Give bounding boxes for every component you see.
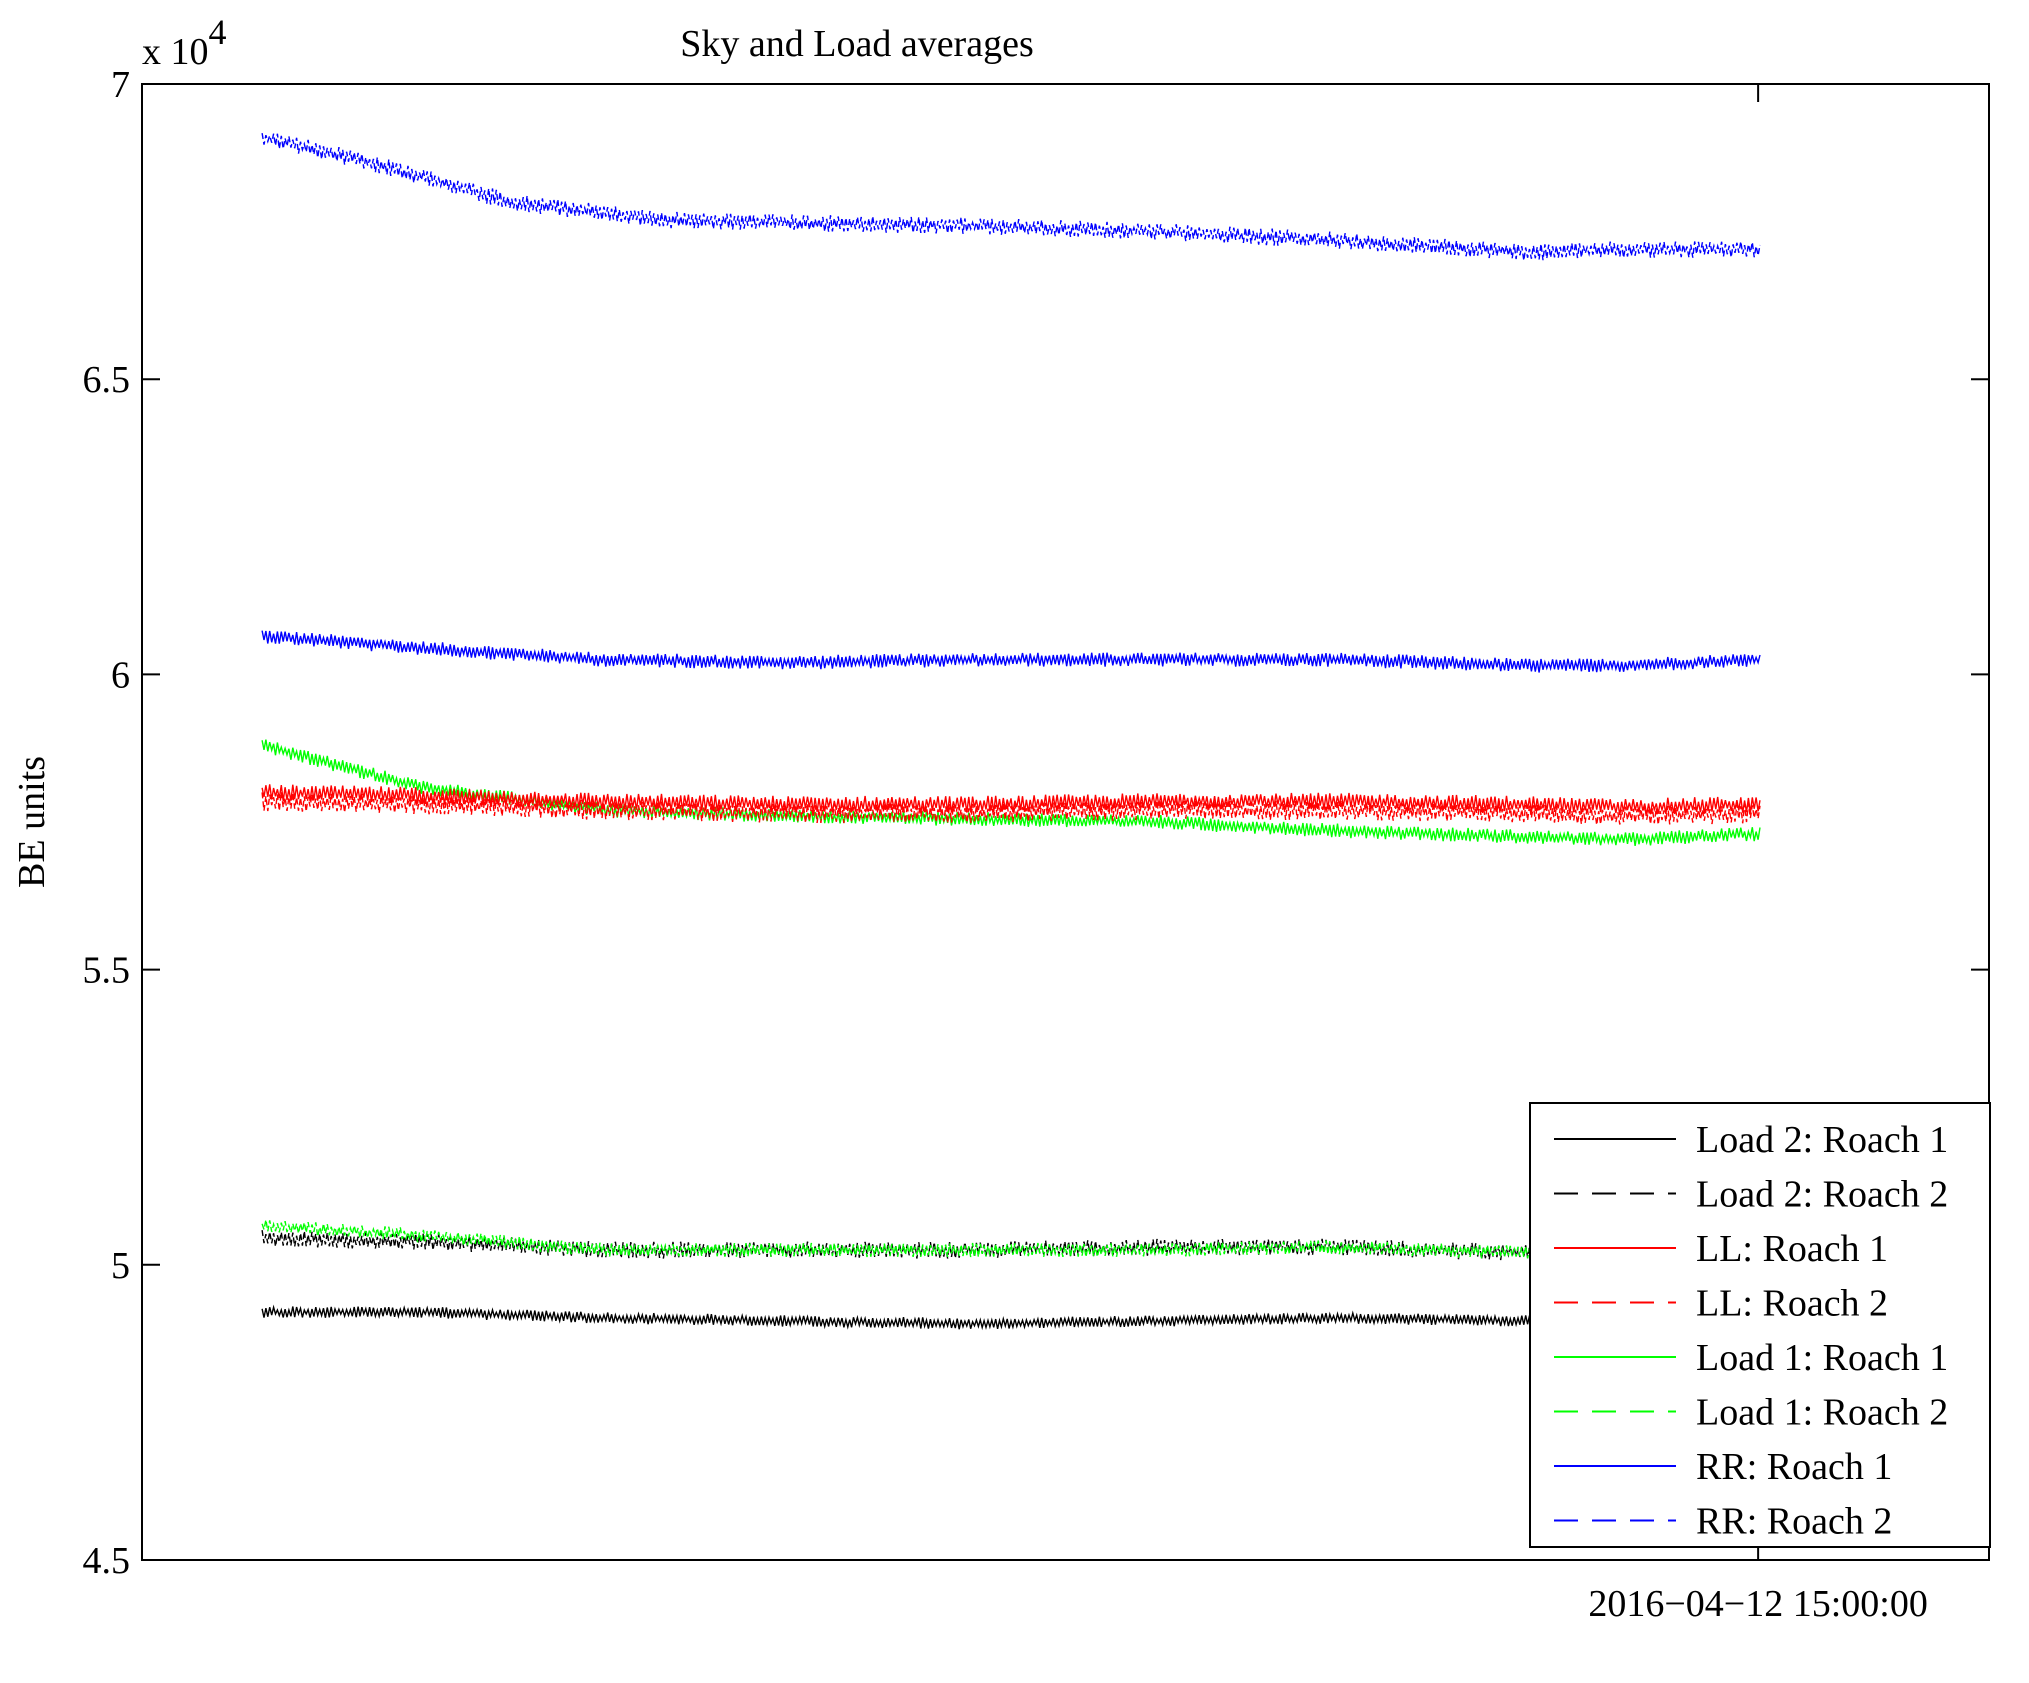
legend: Load 2: Roach 1 Load 2: Roach 2 LL: Roach …	[1529, 1102, 1991, 1548]
series-line-4	[261, 739, 1761, 847]
y-multiplier-label: x 104	[142, 12, 227, 73]
y-tick-label: 7	[111, 64, 130, 106]
series-line-1	[261, 1229, 1761, 1264]
legend-label: RR: Roach 2	[1696, 1501, 1892, 1543]
y-tick-label: 5.5	[83, 950, 131, 992]
y-tick-label: 5	[111, 1245, 130, 1287]
series-line-5	[261, 1219, 1761, 1260]
legend-label: Load 1: Roach 1	[1696, 1337, 1948, 1379]
y-tick-label: 4.5	[83, 1540, 131, 1582]
series-line-0	[261, 1304, 1761, 1333]
y-axis-label: BE units	[11, 756, 53, 888]
legend-label: LL: Roach 2	[1696, 1283, 1888, 1325]
y-tick-label: 6	[111, 654, 130, 696]
plot-frame	[141, 83, 1990, 1561]
y-multiplier-exponent: 4	[209, 12, 227, 52]
legend-label: Load 1: Roach 2	[1696, 1392, 1948, 1434]
x-tick-label: 2016−04−12 15:00:00	[1588, 1583, 1927, 1625]
series-line-3	[261, 791, 1761, 826]
y-multiplier-base: x 10	[142, 31, 209, 73]
series-line-7	[261, 132, 1761, 261]
data-layer	[261, 132, 1761, 1333]
series-line-2	[261, 784, 1761, 816]
legend-label: Load 2: Roach 2	[1696, 1174, 1948, 1216]
y-tick-label: 6.5	[83, 359, 131, 401]
legend-box	[1529, 1102, 1991, 1548]
chart-title: Sky and Load averages	[680, 23, 1034, 65]
legend-label: LL: Roach 1	[1696, 1228, 1888, 1270]
legend-label: Load 2: Roach 1	[1696, 1119, 1948, 1161]
series-line-6	[261, 630, 1761, 673]
axes-layer: 4.5 5 5.5 6 6.5 7 2016−04−12 15:00:00	[83, 64, 1989, 1625]
legend-label: RR: Roach 1	[1696, 1446, 1892, 1488]
